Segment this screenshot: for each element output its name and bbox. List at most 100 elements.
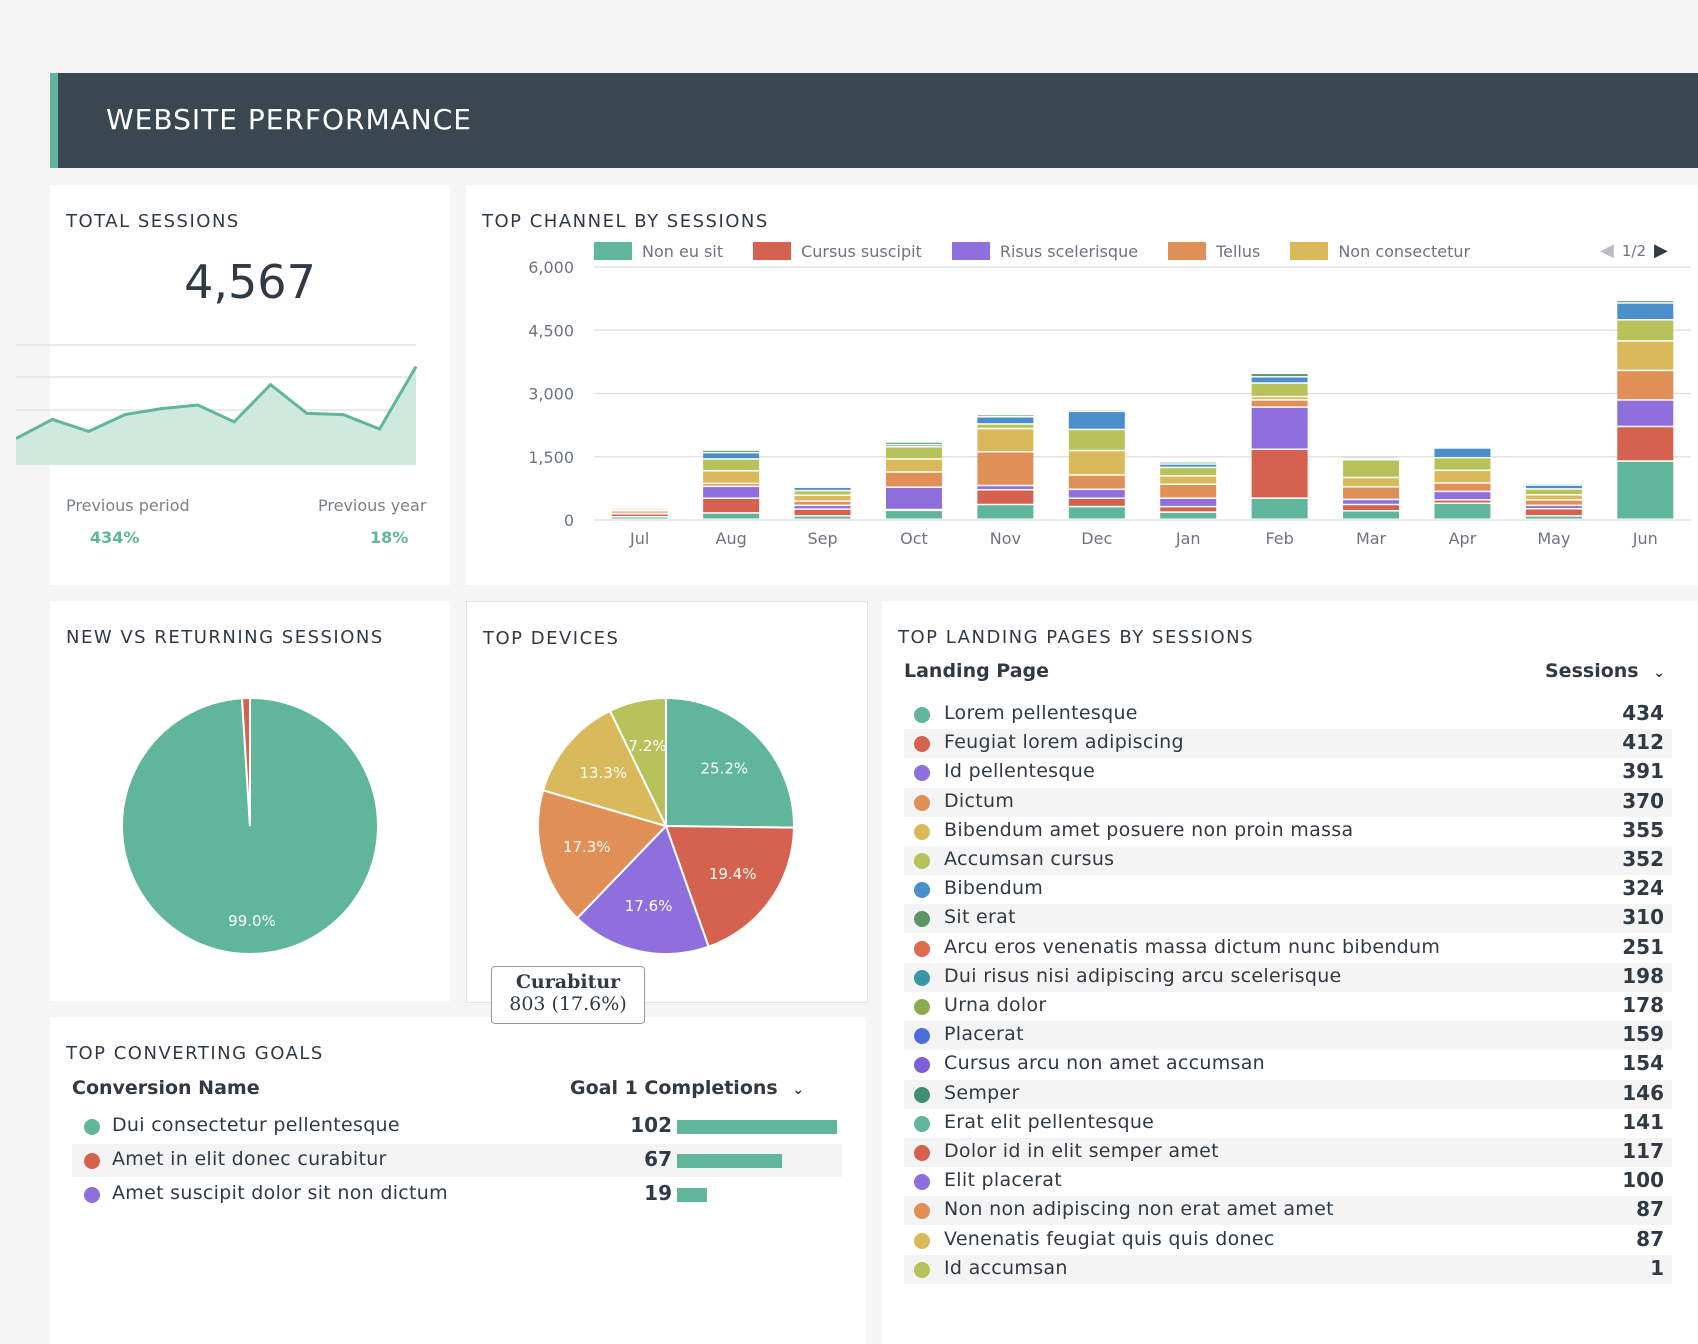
legend-item[interactable]: Tellus — [1168, 242, 1260, 261]
bar-segment[interactable] — [977, 452, 1034, 485]
legend-item[interactable]: Risus scelerisque — [951, 242, 1138, 261]
bar-segment[interactable] — [1434, 500, 1491, 503]
bar-segment[interactable] — [1160, 485, 1217, 498]
table-row[interactable]: Bibendum 324 — [904, 875, 1672, 904]
top-devices-pie[interactable]: 25.2% 19.4% 17.6% 17.3% 13.3%7.2% — [466, 601, 866, 1001]
pie-slice[interactable] — [608, 696, 667, 827]
bar-segment[interactable] — [794, 516, 851, 519]
column-header-landing-page[interactable]: Landing Page — [904, 660, 1050, 682]
table-row[interactable]: Erat elit pellentesque 141 — [904, 1109, 1672, 1138]
bar-segment[interactable] — [1525, 500, 1582, 505]
bar-segment[interactable] — [794, 487, 851, 490]
bar-segment[interactable] — [1160, 476, 1217, 484]
bar-segment[interactable] — [703, 513, 760, 519]
pie-slice[interactable] — [541, 709, 668, 828]
bar-segment[interactable] — [1525, 495, 1582, 500]
bar-segment[interactable] — [1160, 462, 1217, 464]
table-row[interactable]: Placerat 159 — [904, 1021, 1672, 1051]
legend-item[interactable]: Non consectetur — [1290, 242, 1470, 261]
bar-segment[interactable] — [703, 471, 760, 483]
bar-segment[interactable] — [794, 506, 851, 509]
bar-segment[interactable] — [1617, 427, 1674, 461]
bar-segment[interactable] — [1434, 483, 1491, 491]
bar-segment[interactable] — [794, 501, 851, 505]
bar-segment[interactable] — [1160, 507, 1217, 512]
chevron-down-icon[interactable]: ⌄ — [1653, 665, 1665, 681]
bar-segment[interactable] — [1068, 475, 1125, 489]
table-row[interactable]: Cursus arcu non amet accumsan 154 — [904, 1050, 1672, 1079]
bar-segment[interactable] — [1251, 374, 1308, 376]
bar-segment[interactable] — [977, 486, 1034, 489]
table-row[interactable]: Id accumsan 1 — [904, 1254, 1672, 1284]
bar-segment[interactable] — [977, 417, 1034, 424]
bar-segment[interactable] — [885, 472, 942, 487]
bar-segment[interactable] — [703, 487, 760, 498]
bar-segment[interactable] — [1525, 509, 1582, 516]
bar-segment[interactable] — [1160, 512, 1217, 519]
bar-segment[interactable] — [1068, 507, 1125, 519]
table-row[interactable]: Dolor id in elit semper amet 117 — [904, 1138, 1672, 1167]
bar-segment[interactable] — [1251, 397, 1308, 400]
table-row[interactable]: Dictum 370 — [904, 787, 1672, 817]
legend-item[interactable]: Non eu sit — [594, 242, 723, 261]
bar-segment[interactable] — [1617, 303, 1674, 320]
bar-segment[interactable] — [611, 517, 668, 519]
bar-segment[interactable] — [977, 505, 1034, 519]
bar-segment[interactable] — [977, 490, 1034, 504]
bar-segment[interactable] — [1251, 407, 1308, 449]
pie-slice[interactable] — [537, 789, 668, 920]
table-row[interactable]: Id pellentesque 391 — [904, 758, 1672, 787]
legend-item[interactable]: Cursus suscipit — [753, 242, 922, 261]
column-header-sessions[interactable]: Sessions ⌄ — [1545, 660, 1665, 682]
bar-segment[interactable] — [1160, 498, 1217, 506]
table-row[interactable]: Arcu eros venenatis massa dictum nunc bi… — [904, 934, 1672, 963]
table-row[interactable]: Amet suscipit dolor sit non dictum 19 — [72, 1178, 842, 1211]
legend-pager[interactable]: ◀ 1/2 ▶ — [1600, 240, 1668, 261]
bar-segment[interactable] — [885, 442, 942, 444]
bar-segment[interactable] — [1251, 383, 1308, 396]
bar-segment[interactable] — [885, 445, 942, 446]
table-row[interactable]: Non non adipiscing non erat amet amet 87 — [904, 1196, 1672, 1226]
bar-segment[interactable] — [1068, 498, 1125, 506]
bar-segment[interactable] — [703, 484, 760, 486]
table-row[interactable]: Amet in elit donec curabitur 67 — [72, 1144, 842, 1177]
bar-segment[interactable] — [1251, 377, 1308, 383]
bar-segment[interactable] — [1160, 464, 1217, 467]
bar-segment[interactable] — [703, 450, 760, 452]
bar-segment[interactable] — [977, 429, 1034, 452]
table-row[interactable]: Semper 146 — [904, 1079, 1672, 1109]
table-row[interactable]: Sit erat 310 — [904, 904, 1672, 934]
pie-slice[interactable] — [665, 696, 795, 829]
bar-segment[interactable] — [885, 487, 942, 509]
bar-segment[interactable] — [794, 495, 851, 501]
bar-segment[interactable] — [1343, 505, 1400, 511]
bar-segment[interactable] — [1160, 468, 1217, 476]
table-row[interactable]: Dui risus nisi adipiscing arcu scelerisq… — [904, 962, 1672, 992]
bar-segment[interactable] — [1525, 489, 1582, 495]
bar-segment[interactable] — [885, 511, 942, 519]
bar-segment[interactable] — [1434, 471, 1491, 483]
bar-segment[interactable] — [1068, 412, 1125, 429]
prev-page-icon[interactable]: ◀ — [1600, 240, 1614, 261]
bar-segment[interactable] — [611, 514, 668, 516]
bar-segment[interactable] — [977, 415, 1034, 417]
bar-segment[interactable] — [1343, 460, 1400, 477]
bar-segment[interactable] — [1617, 400, 1674, 426]
bar-segment[interactable] — [1434, 458, 1491, 470]
table-row[interactable]: Accumsan cursus 352 — [904, 846, 1672, 875]
bar-segment[interactable] — [1343, 487, 1400, 499]
column-header-conversion-name[interactable]: Conversion Name — [72, 1077, 260, 1099]
table-row[interactable]: Bibendum amet posuere non proin massa 355 — [904, 817, 1672, 846]
bar-segment[interactable] — [1251, 400, 1308, 407]
column-header-goal-completions[interactable]: Goal 1 Completions ⌄ — [570, 1077, 804, 1099]
bar-segment[interactable] — [1068, 451, 1125, 475]
bar-segment[interactable] — [1525, 516, 1582, 519]
bar-segment[interactable] — [1343, 500, 1400, 504]
table-row[interactable]: Elit placerat 100 — [904, 1167, 1672, 1196]
bar-segment[interactable] — [1617, 320, 1674, 341]
table-row[interactable]: Feugiat lorem adipiscing 412 — [904, 729, 1672, 759]
pie-slice[interactable] — [575, 824, 710, 955]
bar-segment[interactable] — [1343, 511, 1400, 519]
bar-segment[interactable] — [1617, 341, 1674, 370]
bar-segment[interactable] — [1617, 461, 1674, 519]
